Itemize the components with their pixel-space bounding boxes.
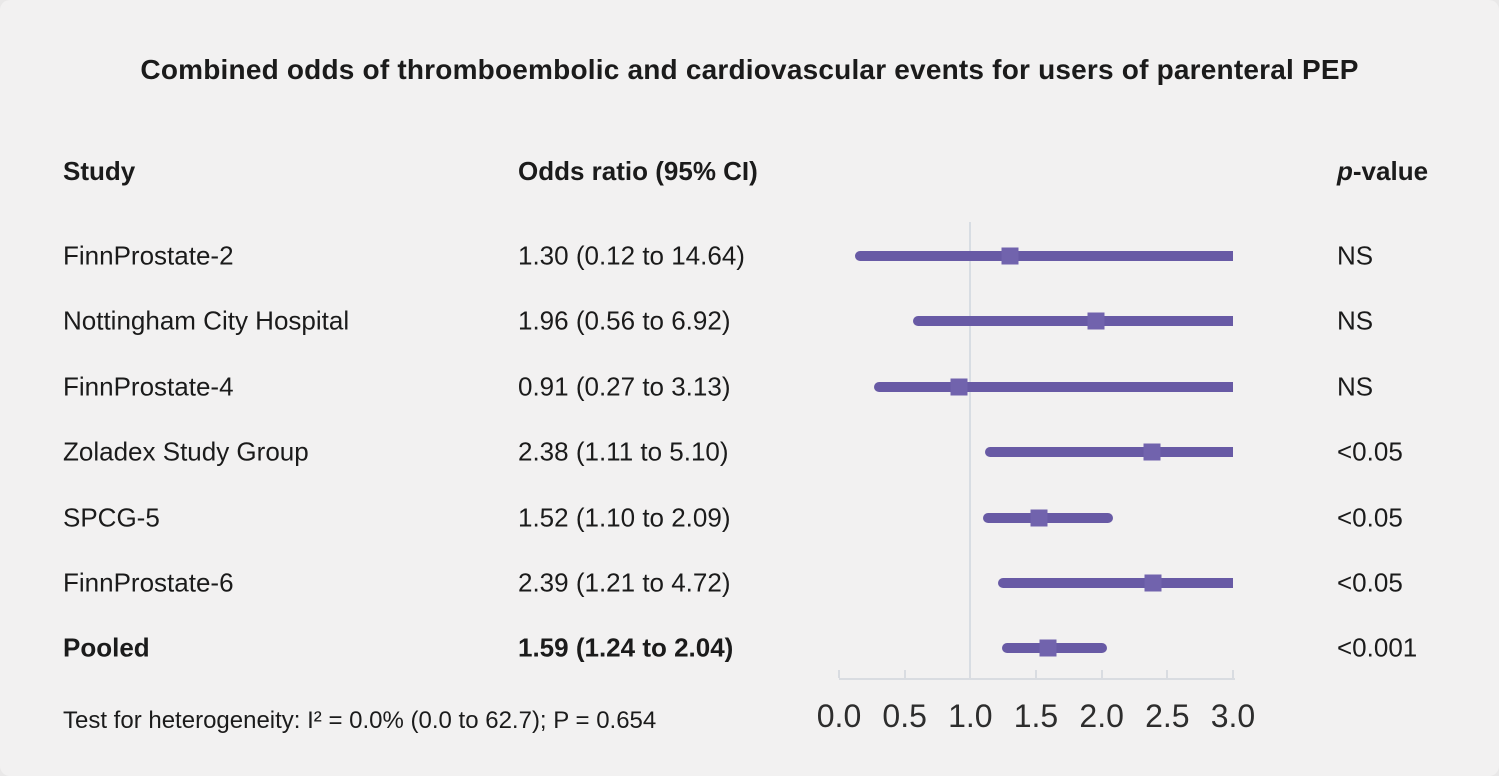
study-label: SPCG-5 bbox=[63, 502, 160, 533]
column-header-odds-ratio: Odds ratio (95% CI) bbox=[518, 156, 758, 186]
p-value: <0.05 bbox=[1337, 567, 1403, 598]
column-header-study: Study bbox=[63, 156, 136, 186]
odds-ratio-value: 2.39 (1.21 to 4.72) bbox=[518, 567, 731, 598]
axis-tick bbox=[1034, 670, 1037, 678]
point-estimate-marker bbox=[1087, 312, 1105, 330]
p-value-header-italic: p bbox=[1337, 156, 1353, 186]
point-estimate-marker bbox=[1144, 574, 1162, 592]
p-value: <0.05 bbox=[1337, 502, 1403, 533]
x-axis-line bbox=[839, 678, 1235, 680]
point-estimate-marker bbox=[950, 378, 967, 396]
p-value: <0.05 bbox=[1337, 436, 1403, 467]
odds-ratio-value: 1.59 (1.24 to 2.04) bbox=[518, 632, 734, 663]
axis-tick-label: 1.0 bbox=[948, 698, 993, 734]
odds-ratio-value: 1.30 (0.12 to 14.64) bbox=[518, 240, 745, 271]
p-value: NS bbox=[1337, 371, 1374, 402]
study-label: FinnProstate-2 bbox=[63, 240, 234, 271]
ci-line bbox=[912, 316, 1233, 327]
point-estimate-marker bbox=[1039, 639, 1057, 657]
ci-line bbox=[984, 447, 1233, 458]
axis-tick bbox=[838, 670, 840, 678]
axis-tick bbox=[1166, 670, 1169, 678]
study-label: Zoladex Study Group bbox=[63, 436, 309, 467]
axis-tick bbox=[969, 670, 972, 678]
axis-tick-label: 2.0 bbox=[1079, 698, 1124, 734]
axis-tick bbox=[903, 670, 906, 678]
ci-line bbox=[997, 578, 1233, 588]
odds-ratio-value: 1.52 (1.10 to 2.09) bbox=[518, 502, 731, 533]
p-value: <0.001 bbox=[1337, 632, 1418, 663]
study-label: FinnProstate-4 bbox=[63, 371, 234, 402]
point-estimate-marker bbox=[1030, 509, 1048, 527]
axis-tick-label: 3.0 bbox=[1210, 698, 1256, 734]
point-estimate-marker bbox=[1001, 247, 1019, 265]
axis-tick-label: 0.5 bbox=[882, 698, 927, 734]
axis-tick-label: 0.0 bbox=[816, 698, 862, 734]
page-title: Combined odds of thromboembolic and card… bbox=[140, 54, 1359, 85]
ci-line bbox=[983, 512, 1114, 523]
odds-ratio-value: 2.38 (1.11 to 5.10) bbox=[518, 436, 729, 467]
odds-ratio-value: 0.91 (0.27 to 3.13) bbox=[518, 371, 731, 402]
p-value: NS bbox=[1337, 305, 1374, 336]
ci-line bbox=[854, 251, 1233, 261]
point-estimate-marker bbox=[1143, 443, 1161, 461]
odds-ratio-value: 1.96 (0.56 to 6.92) bbox=[518, 305, 731, 336]
p-value: NS bbox=[1337, 240, 1374, 271]
p-value-header-rest: -value bbox=[1352, 156, 1429, 186]
heterogeneity-note: Test for heterogeneity: I² = 0.0% (0.0 t… bbox=[63, 707, 657, 734]
axis-tick bbox=[1231, 670, 1234, 678]
study-label: FinnProstate-6 bbox=[63, 567, 234, 598]
axis-tick-label: 2.5 bbox=[1145, 698, 1190, 734]
ci-line bbox=[874, 381, 1233, 392]
reference-line bbox=[969, 222, 972, 680]
study-label: Pooled bbox=[63, 632, 150, 663]
axis-tick bbox=[1100, 670, 1103, 678]
study-label: Nottingham City Hospital bbox=[63, 305, 350, 336]
column-header-p-value: p-value bbox=[1337, 156, 1428, 187]
axis-tick-label: 1.5 bbox=[1013, 698, 1059, 734]
